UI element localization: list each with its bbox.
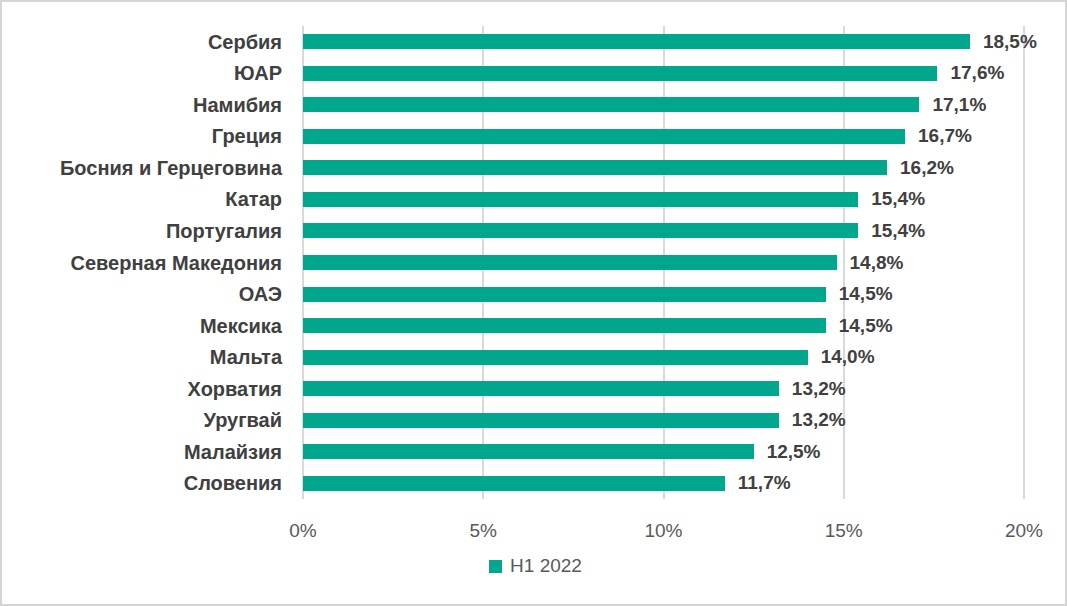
value-label: 15,4% [871, 220, 925, 242]
category-label: Босния и Герцеговина [2, 157, 282, 179]
value-label: 12,5% [767, 441, 821, 463]
category-axis: Сербия ЮАР Намибия Греция Босния и Герцегови… [2, 26, 282, 499]
plot-area: 18,5%17,6%17,1%16,7%16,2%15,4%15,4%14,8%… [303, 26, 1024, 499]
value-label: 14,5% [839, 283, 893, 305]
category-label: Северная Македония [2, 252, 282, 274]
category-label: ОАЭ [2, 283, 282, 305]
bar-chart: Сербия ЮАР Намибия Греция Босния и Герцегови… [0, 0, 1067, 606]
x-axis-tick-label: 10% [619, 520, 709, 542]
bar [303, 34, 970, 49]
legend: H1 2022 [2, 555, 1067, 577]
bar [303, 160, 887, 175]
bar [303, 97, 919, 112]
value-label: 15,4% [871, 188, 925, 210]
category-label: Греция [2, 125, 282, 147]
value-label: 14,8% [850, 252, 904, 274]
value-label: 14,5% [839, 315, 893, 337]
category-label: Сербия [2, 31, 282, 53]
value-label: 16,2% [900, 157, 954, 179]
category-label: Мальта [2, 346, 282, 368]
bar [303, 318, 826, 333]
category-label: Малайзия [2, 441, 282, 463]
category-label: Мексика [2, 315, 282, 337]
bar [303, 444, 754, 459]
x-axis-tick-label: 0% [258, 520, 348, 542]
bar [303, 381, 779, 396]
gridline [1023, 26, 1025, 499]
bar [303, 66, 937, 81]
bar [303, 413, 779, 428]
value-label: 17,6% [950, 62, 1004, 84]
x-axis-tick-label: 5% [438, 520, 528, 542]
category-label: Португалия [2, 220, 282, 242]
bar [303, 350, 808, 365]
category-label: Намибия [2, 94, 282, 116]
x-axis-tick-label: 15% [799, 520, 889, 542]
legend-swatch [489, 560, 502, 573]
value-label: 17,1% [932, 94, 986, 116]
category-label: ЮАР [2, 62, 282, 84]
value-axis: 0% 5% 10% 15% 20% [2, 520, 1067, 544]
value-label: 13,2% [792, 409, 846, 431]
value-label: 16,7% [918, 125, 972, 147]
bar [303, 192, 858, 207]
bar [303, 129, 905, 144]
category-label: Словения [2, 472, 282, 494]
value-label: 13,2% [792, 378, 846, 400]
category-label: Катар [2, 188, 282, 210]
x-axis-tick-label: 20% [979, 520, 1067, 542]
bar [303, 255, 837, 270]
value-label: 11,7% [738, 472, 791, 494]
category-label: Уругвай [2, 409, 282, 431]
bar [303, 287, 826, 302]
bar [303, 223, 858, 238]
value-label: 18,5% [983, 31, 1037, 53]
category-label: Хорватия [2, 378, 282, 400]
legend-label: H1 2022 [510, 555, 582, 577]
value-label: 14,0% [821, 346, 875, 368]
bar [303, 476, 725, 491]
